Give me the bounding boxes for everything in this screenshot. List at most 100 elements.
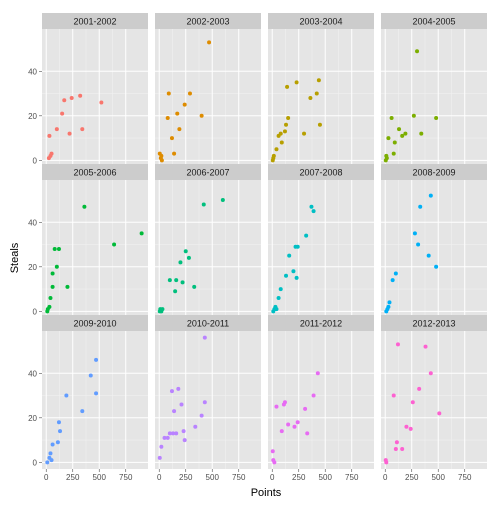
- data-point: [173, 289, 178, 294]
- data-point: [274, 404, 279, 409]
- data-point: [311, 209, 316, 214]
- data-point: [311, 393, 316, 398]
- data-point: [408, 426, 413, 431]
- data-point: [434, 116, 439, 121]
- data-point: [295, 244, 300, 249]
- x-tick-label: 500: [206, 473, 220, 482]
- data-point: [304, 233, 309, 238]
- panels-layer: 2001-2002 2002-2003 2003-2004 2004-2005 2005…: [42, 13, 487, 469]
- facet-strip-label: 2012-2013: [412, 319, 455, 329]
- data-point: [167, 278, 172, 283]
- data-point: [62, 98, 67, 103]
- data-point: [169, 389, 174, 394]
- facet-strip: [155, 164, 261, 180]
- panel-background: [42, 29, 148, 167]
- data-point: [166, 91, 171, 96]
- data-point: [78, 93, 83, 98]
- data-point: [295, 420, 300, 425]
- data-point: [54, 127, 59, 132]
- data-point: [50, 271, 55, 276]
- data-point: [179, 402, 184, 407]
- x-tick-label: 500: [93, 473, 107, 482]
- data-point: [94, 357, 99, 362]
- data-point: [52, 247, 57, 251]
- data-point: [284, 122, 289, 127]
- data-point: [426, 253, 431, 258]
- data-point: [428, 193, 433, 198]
- panel-background: [155, 180, 261, 318]
- x-tick-label: 0: [270, 473, 275, 482]
- axes-layer: 0 20 40 0 20 40 0 250 500 750 0 20 40 0 250 500 750 0 250 5…: [28, 67, 472, 482]
- facet-panel: 2012-2013: [381, 315, 487, 469]
- facet-strip-label: 2001-2002: [73, 17, 116, 27]
- data-point: [274, 307, 279, 312]
- data-point: [393, 446, 398, 451]
- data-point: [315, 371, 320, 376]
- data-point: [176, 386, 181, 391]
- y-axis-title: Steals: [9, 242, 21, 273]
- data-point: [159, 153, 164, 158]
- data-point: [270, 449, 275, 454]
- data-point: [48, 295, 53, 300]
- data-point: [54, 264, 59, 269]
- data-point: [47, 304, 52, 309]
- data-point: [174, 431, 179, 436]
- y-tick-label: 40: [28, 369, 37, 378]
- data-point: [271, 153, 276, 158]
- panel-background: [268, 29, 374, 167]
- panel-background: [381, 29, 487, 167]
- data-point: [165, 116, 170, 121]
- x-tick-label: 0: [383, 473, 388, 482]
- facet-strip: [268, 13, 374, 29]
- x-tick-label: 750: [119, 473, 133, 482]
- facet-strip: [42, 13, 148, 29]
- data-point: [99, 100, 104, 105]
- data-point: [386, 136, 391, 141]
- data-point: [112, 242, 117, 247]
- data-point: [202, 400, 207, 405]
- data-point: [317, 122, 322, 127]
- data-point: [417, 386, 422, 391]
- data-point: [419, 131, 424, 136]
- facet-panel: 2004-2005: [381, 13, 487, 167]
- data-point: [391, 393, 396, 398]
- facet-strip-label: 2008-2009: [412, 168, 455, 178]
- data-point: [177, 127, 182, 132]
- data-point: [282, 129, 287, 134]
- data-point: [175, 111, 180, 116]
- data-point: [284, 273, 289, 278]
- facet-panel: 2003-2004: [268, 13, 374, 167]
- data-point: [172, 151, 177, 156]
- facet-panel: 2006-2007: [155, 164, 261, 318]
- facet-panel: 2010-2011: [155, 315, 261, 469]
- data-point: [201, 202, 206, 207]
- data-point: [393, 271, 398, 276]
- data-point: [55, 440, 60, 445]
- data-point: [287, 253, 292, 258]
- data-point: [279, 140, 284, 145]
- panel-background: [381, 180, 487, 318]
- facet-strip-label: 2009-2010: [73, 319, 116, 329]
- data-point: [199, 113, 204, 118]
- data-point: [415, 49, 420, 54]
- y-tick-label: 0: [33, 307, 38, 316]
- data-point: [180, 280, 185, 285]
- data-point: [391, 151, 396, 156]
- facet-strip-label: 2011-2012: [300, 319, 342, 329]
- data-point: [411, 113, 416, 118]
- data-point: [182, 102, 187, 107]
- data-point: [49, 458, 54, 463]
- data-point: [82, 204, 87, 209]
- y-tick-label: 20: [28, 112, 37, 121]
- data-point: [285, 84, 290, 89]
- facet-strip-label: 2004-2005: [412, 17, 455, 27]
- data-point: [278, 131, 283, 136]
- data-point: [167, 431, 172, 436]
- x-tick-label: 750: [458, 473, 472, 482]
- x-tick-label: 250: [179, 473, 193, 482]
- data-point: [390, 278, 395, 283]
- data-point: [314, 91, 319, 96]
- panel-background: [155, 29, 261, 167]
